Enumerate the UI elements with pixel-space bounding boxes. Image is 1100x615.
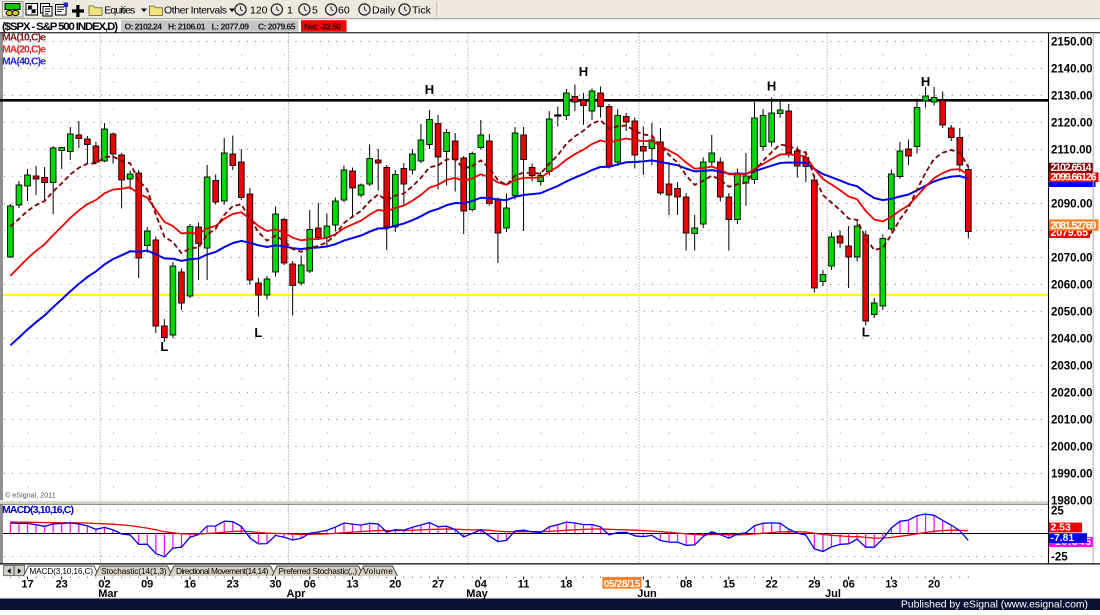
svg-text:Daily: Daily [372, 5, 396, 17]
svg-text:2110.00: 2110.00 [1051, 145, 1092, 157]
svg-text:Jul: Jul [825, 588, 841, 600]
svg-text:11: 11 [518, 579, 530, 591]
svg-text:2030.00: 2030.00 [1051, 361, 1093, 373]
svg-text:MA(10,C)e: MA(10,C)e [2, 33, 46, 44]
svg-text:Jun: Jun [637, 588, 657, 600]
svg-text:2050.00: 2050.00 [1051, 307, 1093, 319]
svg-text:16: 16 [184, 579, 196, 591]
svg-text:L: L [862, 325, 870, 340]
svg-text:Other Intervals: Other Intervals [164, 5, 227, 17]
svg-text:30: 30 [269, 579, 281, 591]
svg-text:MA(20,C)e: MA(20,C)e [2, 45, 46, 56]
svg-text:2070.00: 2070.00 [1051, 253, 1093, 265]
svg-text:20: 20 [389, 579, 401, 591]
svg-text:15: 15 [723, 579, 735, 591]
svg-text:2130.00: 2130.00 [1051, 91, 1093, 103]
svg-text:L: L [160, 339, 168, 354]
svg-text:2150.00: 2150.00 [1051, 37, 1093, 49]
svg-text:May: May [466, 588, 488, 600]
svg-text:L: 2077.09: L: 2077.09 [212, 22, 250, 32]
svg-text:06: 06 [842, 579, 854, 591]
svg-text:1: 1 [287, 5, 293, 17]
svg-text:2010.00: 2010.00 [1051, 415, 1093, 427]
svg-text:13: 13 [885, 579, 897, 591]
svg-text:2140.00: 2140.00 [1051, 64, 1093, 76]
svg-text:-7.81: -7.81 [1051, 533, 1075, 544]
svg-text:H: 2106.01: H: 2106.01 [168, 22, 206, 32]
svg-text:120: 120 [250, 5, 268, 17]
svg-text:04: 04 [475, 579, 488, 591]
svg-text:© eSignal, 2011: © eSignal, 2011 [5, 491, 56, 500]
svg-text:25: 25 [1051, 505, 1064, 517]
svg-text:2020.00: 2020.00 [1051, 388, 1093, 400]
svg-text:Published by eSignal (www.esig: Published by eSignal (www.esignal.com) [901, 600, 1088, 611]
svg-text:17: 17 [21, 579, 33, 591]
svg-text:($SPX - S&P 500 INDEX,D): ($SPX - S&P 500 INDEX,D) [2, 21, 118, 33]
svg-text:23: 23 [56, 579, 68, 591]
svg-text:MACD(3,10,16,C): MACD(3,10,16,C) [2, 504, 74, 516]
svg-text:23: 23 [227, 579, 239, 591]
svg-text:2.53: 2.53 [1051, 523, 1071, 534]
svg-text:5: 5 [312, 5, 318, 17]
svg-text:MACD(3,10,16,C): MACD(3,10,16,C) [29, 566, 93, 576]
svg-text:29: 29 [808, 579, 820, 591]
svg-text:06: 06 [304, 579, 316, 591]
svg-text:2040.00: 2040.00 [1051, 334, 1093, 346]
svg-text:2099.66126: 2099.66126 [1051, 171, 1097, 183]
svg-text:Equities: Equities [104, 5, 135, 17]
svg-text:20: 20 [928, 579, 940, 591]
svg-text:1: 1 [645, 579, 651, 591]
svg-text:2081.52769: 2081.52769 [1051, 220, 1097, 232]
svg-text:Volume: Volume [363, 566, 393, 576]
svg-text:Mar: Mar [98, 588, 118, 600]
svg-text:H: H [921, 74, 930, 89]
svg-text:02: 02 [98, 579, 110, 591]
svg-text:27: 27 [432, 579, 444, 591]
svg-text:1980.00: 1980.00 [1051, 496, 1093, 508]
svg-text:2102.6514: 2102.6514 [1051, 162, 1092, 174]
svg-text:H: H [767, 79, 776, 94]
svg-text:60: 60 [338, 5, 350, 17]
svg-text:Net: -22.50: Net: -22.50 [304, 22, 341, 32]
svg-text:Tick: Tick [412, 5, 432, 17]
svg-text:09: 09 [141, 579, 153, 591]
svg-text:L: L [254, 325, 262, 340]
svg-text:18: 18 [560, 579, 572, 591]
svg-text:2000.00: 2000.00 [1051, 442, 1093, 454]
svg-text:C: 2079.65: C: 2079.65 [258, 22, 296, 32]
svg-text:2120.00: 2120.00 [1051, 118, 1093, 130]
svg-text:H: H [579, 64, 588, 79]
svg-text:Preferred Stochastic(,,): Preferred Stochastic(,,) [279, 566, 358, 576]
svg-text:13: 13 [346, 579, 358, 591]
svg-text:MA(40,C)e: MA(40,C)e [2, 57, 46, 68]
svg-text:22: 22 [765, 579, 777, 591]
svg-text:2060.00: 2060.00 [1051, 280, 1093, 292]
svg-text:1990.00: 1990.00 [1051, 469, 1093, 481]
svg-text:08: 08 [680, 579, 692, 591]
svg-text:O: 2102.24: O: 2102.24 [125, 22, 163, 32]
svg-text:05/28/15: 05/28/15 [604, 579, 641, 590]
svg-text:-25: -25 [1051, 552, 1068, 564]
svg-text:Apr: Apr [287, 588, 307, 600]
svg-text:Directional Movement(14,14): Directional Movement(14,14) [176, 566, 269, 576]
svg-text:H: H [425, 82, 434, 97]
svg-text:Stochastic(14(1,3): Stochastic(14(1,3) [101, 566, 167, 576]
svg-text:2090.00: 2090.00 [1051, 199, 1093, 211]
